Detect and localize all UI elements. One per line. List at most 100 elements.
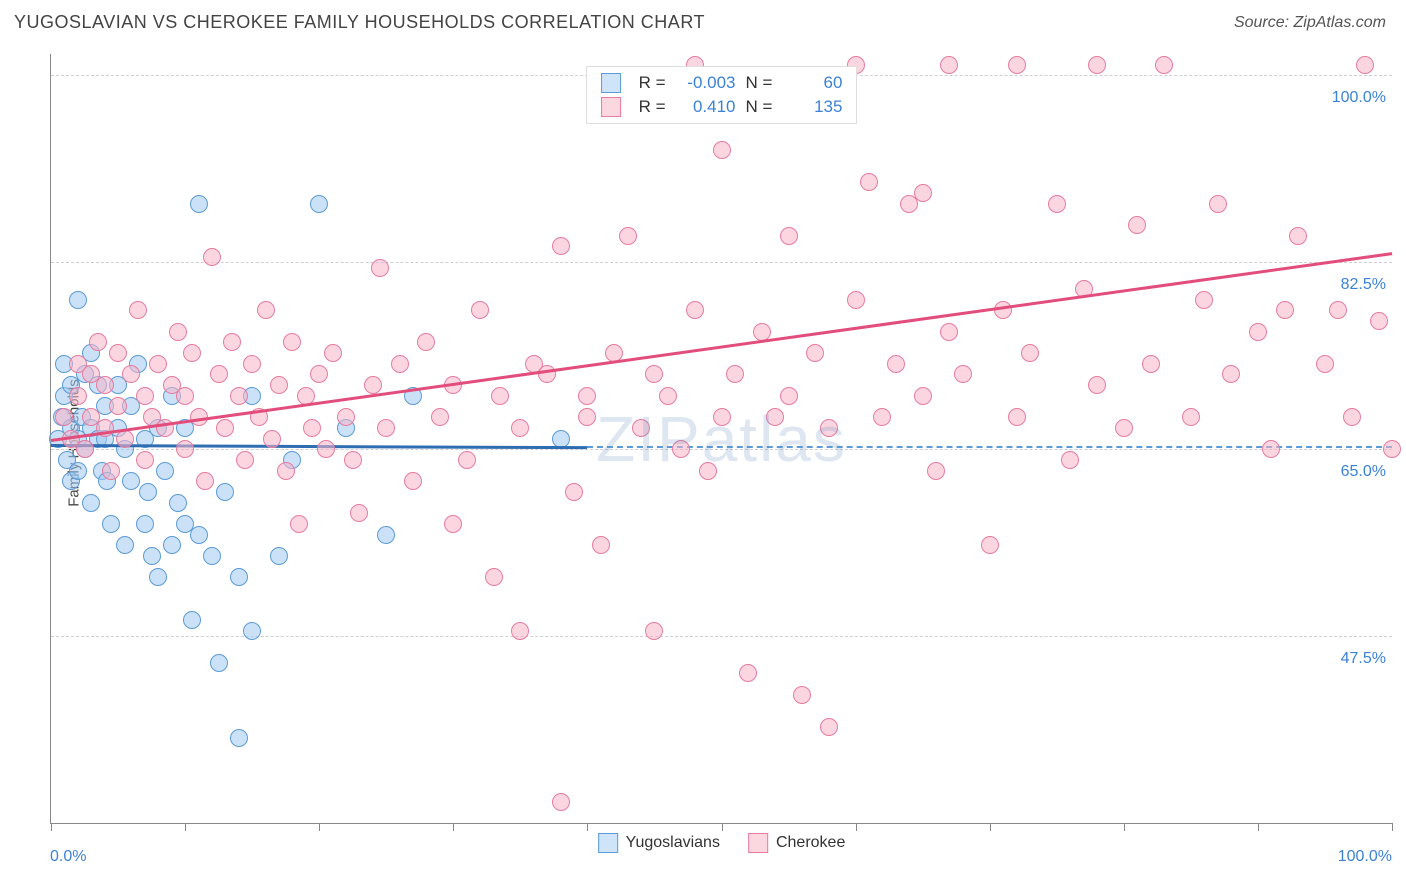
data-point <box>780 387 798 405</box>
data-point <box>914 184 932 202</box>
r-value: 0.410 <box>676 97 736 117</box>
plot-area: ZIPatlas 100.0%82.5%65.0%47.5%R =-0.003N… <box>50 54 1392 824</box>
data-point <box>350 504 368 522</box>
data-point <box>76 440 94 458</box>
r-label: R = <box>639 73 666 93</box>
data-point <box>1276 301 1294 319</box>
data-point <box>1249 323 1267 341</box>
legend-label: Cherokee <box>776 834 845 851</box>
n-label: N = <box>746 97 773 117</box>
data-point <box>1222 365 1240 383</box>
data-point <box>578 408 596 426</box>
data-point <box>645 622 663 640</box>
data-point <box>1289 227 1307 245</box>
data-point <box>940 56 958 74</box>
r-value: -0.003 <box>676 73 736 93</box>
data-point <box>806 344 824 362</box>
data-point <box>210 365 228 383</box>
data-point <box>116 536 134 554</box>
data-point <box>277 462 295 480</box>
data-point <box>136 387 154 405</box>
data-point <box>176 440 194 458</box>
data-point <box>552 237 570 255</box>
data-point <box>149 355 167 373</box>
chart-container: Family Households ZIPatlas 100.0%82.5%65… <box>14 48 1392 838</box>
data-point <box>1182 408 1200 426</box>
data-point <box>183 611 201 629</box>
data-point <box>290 515 308 533</box>
x-axis-min-label: 0.0% <box>50 848 86 866</box>
data-point <box>230 387 248 405</box>
series-legend: Yugoslavians Cherokee <box>598 833 846 853</box>
legend-row: R = 0.410 N = 135 <box>601 97 843 117</box>
data-point <box>303 419 321 437</box>
data-point <box>364 376 382 394</box>
legend-item: Yugoslavians <box>598 833 720 853</box>
data-point <box>1195 291 1213 309</box>
x-tick <box>453 823 454 831</box>
legend-row: R =-0.003N =60 <box>601 73 843 93</box>
data-point <box>485 568 503 586</box>
data-point <box>223 333 241 351</box>
data-point <box>1021 344 1039 362</box>
data-point <box>873 408 891 426</box>
legend-swatch <box>598 833 618 853</box>
data-point <box>163 536 181 554</box>
data-point <box>552 430 570 448</box>
data-point <box>672 440 690 458</box>
n-value: 135 <box>782 97 842 117</box>
x-tick <box>990 823 991 831</box>
data-point <box>176 387 194 405</box>
data-point <box>1262 440 1280 458</box>
data-point <box>1343 408 1361 426</box>
data-point <box>766 408 784 426</box>
data-point <box>243 622 261 640</box>
data-point <box>847 291 865 309</box>
legend-item: Cherokee <box>748 833 845 853</box>
data-point <box>96 376 114 394</box>
data-point <box>257 301 275 319</box>
r-label: R = <box>639 97 666 117</box>
data-point <box>129 301 147 319</box>
data-point <box>699 462 717 480</box>
data-point <box>793 686 811 704</box>
data-point <box>780 227 798 245</box>
data-point <box>263 430 281 448</box>
data-point <box>565 483 583 501</box>
data-point <box>317 440 335 458</box>
gridline-label: 65.0% <box>1341 463 1386 481</box>
data-point <box>69 387 87 405</box>
data-point <box>1383 440 1401 458</box>
data-point <box>136 515 154 533</box>
correlation-legend: R = -0.003 N = 60 R = 0.410 N = 135 <box>586 66 858 124</box>
gridline-label: 82.5% <box>1341 276 1386 294</box>
legend-swatch <box>601 73 621 93</box>
data-point <box>1356 56 1374 74</box>
data-point <box>994 301 1012 319</box>
data-point <box>324 344 342 362</box>
x-tick <box>51 823 52 831</box>
data-point <box>109 344 127 362</box>
data-point <box>458 451 476 469</box>
x-tick <box>856 823 857 831</box>
data-point <box>122 472 140 490</box>
data-point <box>592 536 610 554</box>
x-tick <box>1392 823 1393 831</box>
data-point <box>404 472 422 490</box>
data-point <box>55 408 73 426</box>
data-point <box>1048 195 1066 213</box>
data-point <box>310 365 328 383</box>
data-point <box>344 451 362 469</box>
data-point <box>377 419 395 437</box>
data-point <box>954 365 972 383</box>
data-point <box>203 248 221 266</box>
n-value: 60 <box>782 73 842 93</box>
data-point <box>1061 451 1079 469</box>
data-point <box>102 462 120 480</box>
data-point <box>1088 376 1106 394</box>
data-point <box>1008 56 1026 74</box>
data-point <box>283 333 301 351</box>
data-point <box>143 547 161 565</box>
gridline <box>51 262 1392 263</box>
legend-label: Yugoslavians <box>626 834 720 851</box>
